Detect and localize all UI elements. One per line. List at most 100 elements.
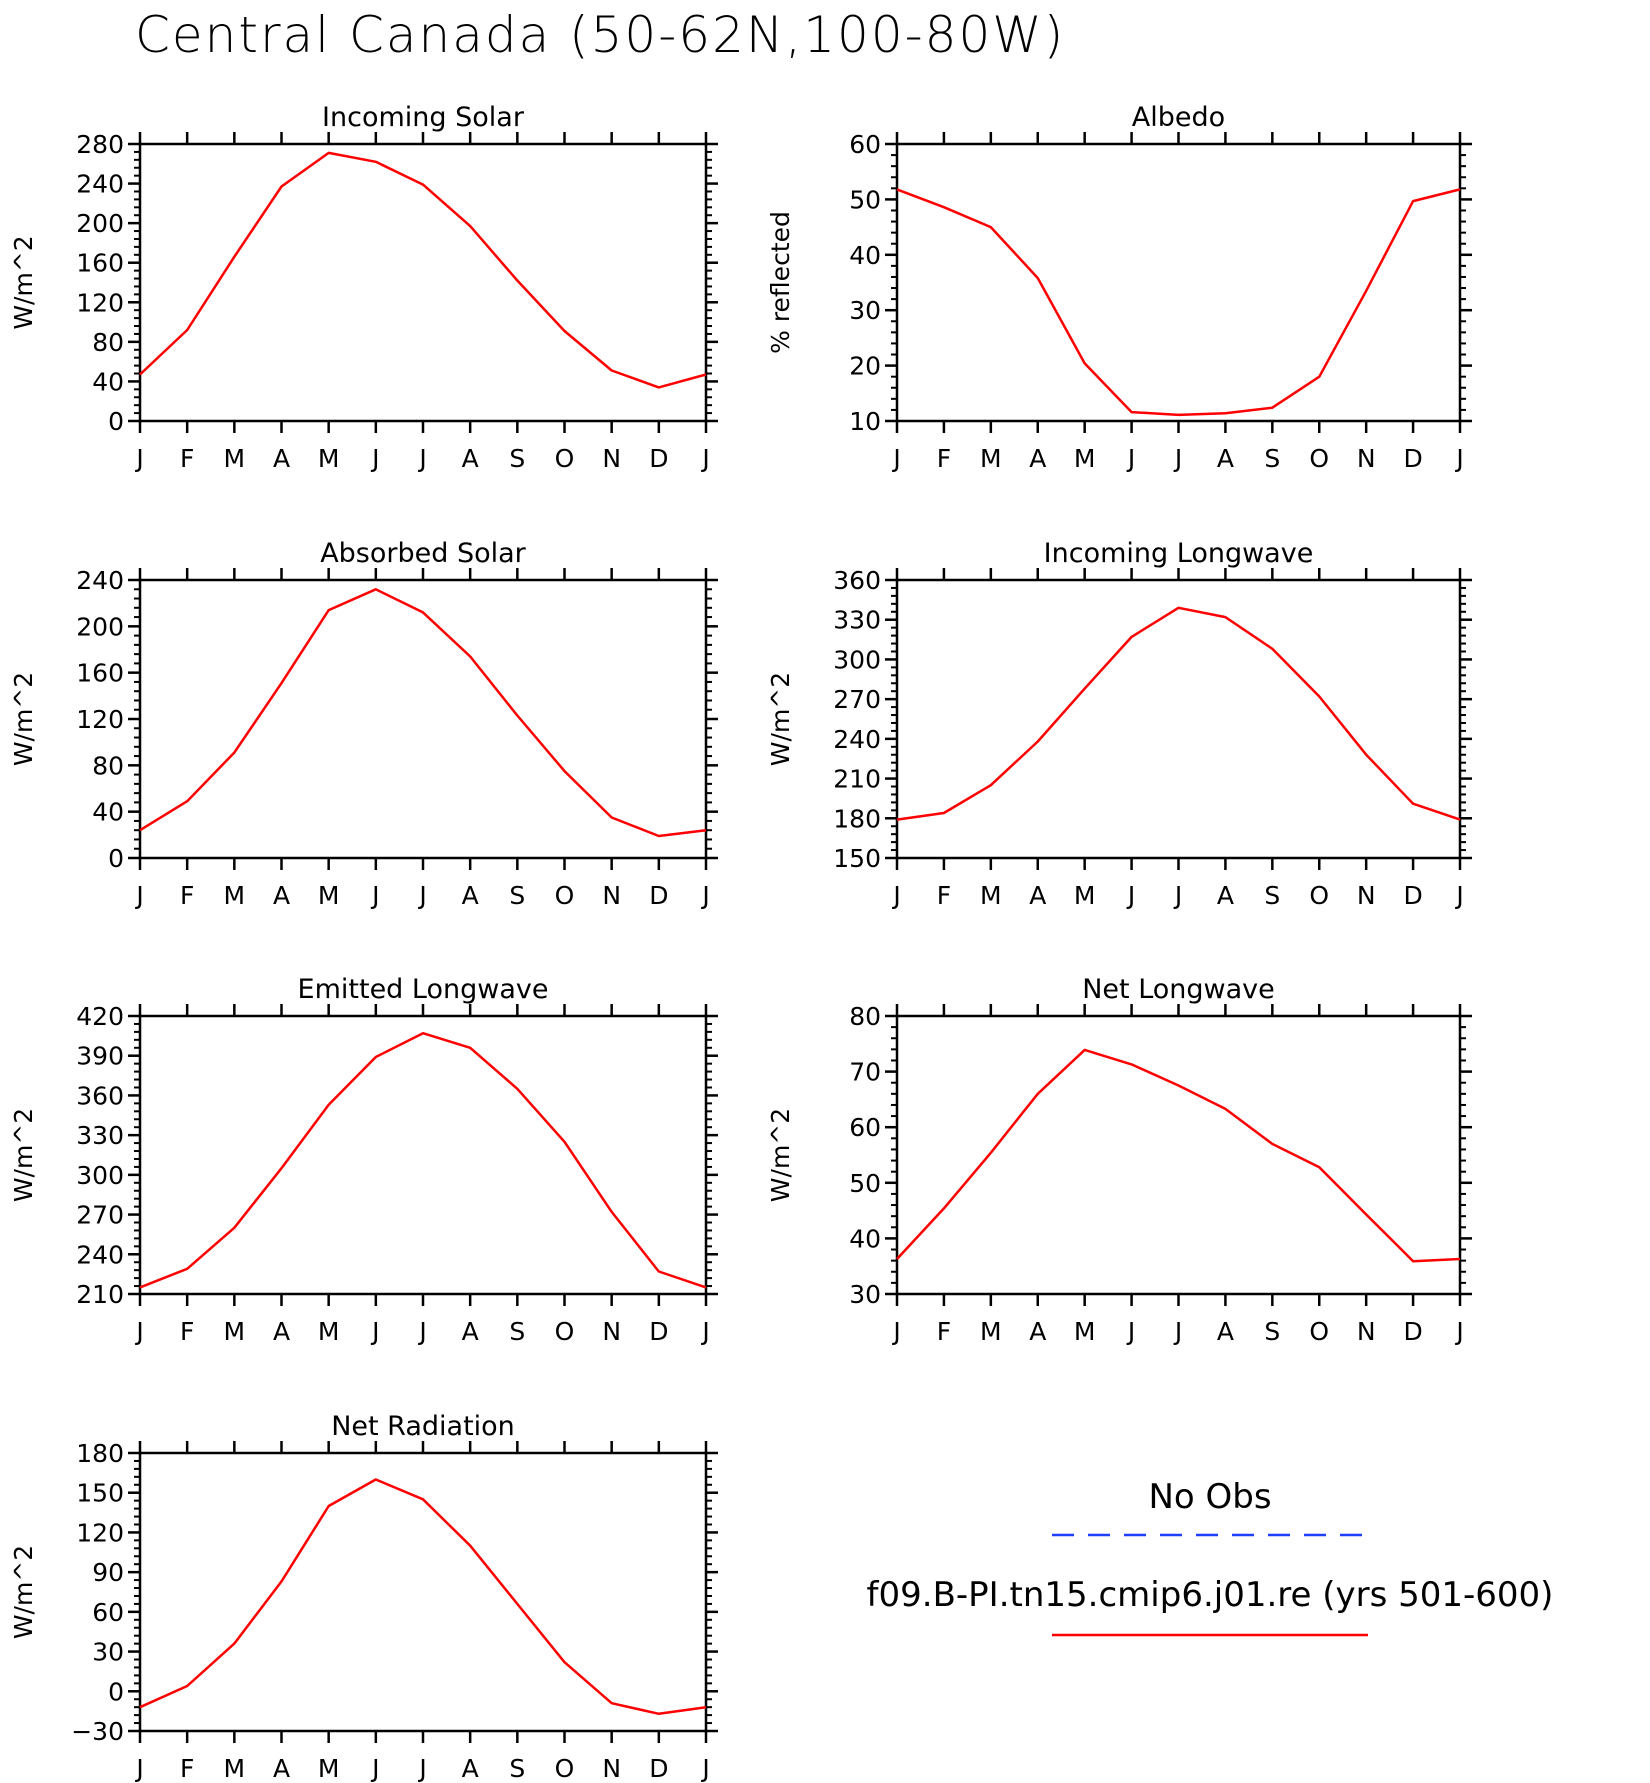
y-tick-label: 30 <box>849 296 881 325</box>
y-tick-label: 40 <box>92 367 124 396</box>
y-tick-label: 0 <box>108 1677 124 1706</box>
x-tick-label: A <box>462 881 479 910</box>
y-tick-label: 60 <box>849 130 881 159</box>
y-tick-label: 80 <box>92 751 124 780</box>
y-tick-label: 160 <box>76 659 124 688</box>
y-tick-label: 90 <box>92 1558 124 1587</box>
x-tick-label: M <box>980 881 1002 910</box>
figure-title: Central Canada (50-62N,100-80W) <box>135 6 1065 64</box>
plot-frame <box>138 1014 708 1296</box>
x-tick-label: O <box>1309 881 1329 910</box>
y-tick-label: 160 <box>76 249 124 278</box>
x-tick-label: J <box>370 444 379 473</box>
series-line <box>896 1048 1461 1263</box>
x-tick-label: J <box>370 1754 379 1783</box>
y-tick-label: 120 <box>76 288 124 317</box>
legend: No Obs f09.B-PI.tn15.cmip6.j01.re (yrs 5… <box>867 1477 1554 1637</box>
series-line <box>896 606 1461 821</box>
x-tick-label: M <box>224 1754 246 1783</box>
series-line <box>139 151 707 389</box>
y-tick-label: 240 <box>833 725 881 754</box>
y-tick-label: 270 <box>76 1201 124 1230</box>
x-tick-label: M <box>224 444 246 473</box>
y-tick-label: 50 <box>849 1169 881 1198</box>
panel-title: Emitted Longwave <box>298 974 549 1005</box>
x-tick-label: F <box>180 444 194 473</box>
plot-frame <box>895 142 1462 423</box>
y-tick-label: 40 <box>849 1224 881 1253</box>
x-tick-label: O <box>1309 444 1329 473</box>
x-tick-label: A <box>1217 444 1234 473</box>
x-tick-label: J <box>1454 1317 1463 1346</box>
y-tick-label: 80 <box>849 1002 881 1031</box>
x-tick-label: M <box>318 1317 340 1346</box>
panel-4: J F M A M J J A S O N D J150180210240270300330360Inc… <box>766 538 1472 910</box>
y-tick-label: 210 <box>76 1280 124 1309</box>
x-tick-label: M <box>224 881 246 910</box>
y-tick-label: 200 <box>76 209 124 238</box>
y-tick-label: 50 <box>849 185 881 214</box>
x-tick-label: S <box>509 1317 525 1346</box>
y-tick-label: 70 <box>849 1058 881 1087</box>
x-tick-label: J <box>417 1317 426 1346</box>
series-line <box>896 188 1461 417</box>
x-tick-label: M <box>1074 1317 1096 1346</box>
y-tick-label: 60 <box>92 1598 124 1627</box>
y-tick-label: 360 <box>833 566 881 595</box>
series-line <box>139 1478 707 1716</box>
x-tick-label: F <box>180 1317 194 1346</box>
x-tick-label: A <box>462 1754 479 1783</box>
panel-title: Albedo <box>1132 102 1225 133</box>
x-tick-label: J <box>700 1317 709 1346</box>
x-tick-label: S <box>1264 444 1280 473</box>
x-tick-label: A <box>273 1317 290 1346</box>
y-tick-label: 210 <box>833 765 881 794</box>
y-tick-label: 240 <box>76 1240 124 1269</box>
x-tick-label: J <box>1173 881 1182 910</box>
x-tick-label: J <box>417 1754 426 1783</box>
y-tick-label: 20 <box>849 352 881 381</box>
y-tick-label: 270 <box>833 685 881 714</box>
x-tick-label: J <box>417 444 426 473</box>
x-tick-label: A <box>1217 881 1234 910</box>
x-tick-label: J <box>417 881 426 910</box>
panels: J F M A M J J A S O N D J04080120160200240280Incomin… <box>9 102 1472 1783</box>
plot-frame <box>895 578 1462 860</box>
x-tick-label: D <box>1403 881 1422 910</box>
x-tick-label: J <box>134 1317 143 1346</box>
legend-model-label: f09.B-PI.tn15.cmip6.j01.re (yrs 501-600) <box>867 1575 1554 1615</box>
y-tick-label: 0 <box>108 844 124 873</box>
y-tick-label: 240 <box>76 170 124 199</box>
y-tick-label: 10 <box>849 407 881 436</box>
y-tick-label: 180 <box>76 1439 124 1468</box>
y-tick-label: 300 <box>833 645 881 674</box>
x-tick-label: M <box>318 444 340 473</box>
x-tick-label: A <box>273 444 290 473</box>
plot-frame <box>895 1014 1462 1296</box>
y-tick-label: 0 <box>108 407 124 436</box>
panel-title: Incoming Longwave <box>1044 538 1314 569</box>
y-tick-label: 40 <box>849 241 881 270</box>
x-tick-label: S <box>509 1754 525 1783</box>
y-tick-label: 150 <box>833 844 881 873</box>
y-tick-label: 30 <box>849 1280 881 1309</box>
x-tick-label: M <box>980 1317 1002 1346</box>
x-tick-label: O <box>555 1754 575 1783</box>
y-tick-label: 150 <box>76 1479 124 1508</box>
y-axis-label: W/m^2 <box>766 672 795 766</box>
x-tick-label: D <box>1403 1317 1422 1346</box>
y-tick-label: 180 <box>833 804 881 833</box>
x-tick-label: J <box>700 1754 709 1783</box>
panel-5: J F M A M J J A S O N D J210240270300330360390420Emi… <box>9 974 718 1346</box>
x-tick-label: J <box>134 444 143 473</box>
x-tick-label: A <box>273 881 290 910</box>
x-tick-label: J <box>1126 881 1135 910</box>
x-tick-label: D <box>649 881 668 910</box>
x-tick-label: N <box>1357 1317 1376 1346</box>
x-tick-label: J <box>370 1317 379 1346</box>
y-tick-label: 240 <box>76 566 124 595</box>
y-tick-label: 80 <box>92 328 124 357</box>
y-tick-label: 30 <box>92 1638 124 1667</box>
